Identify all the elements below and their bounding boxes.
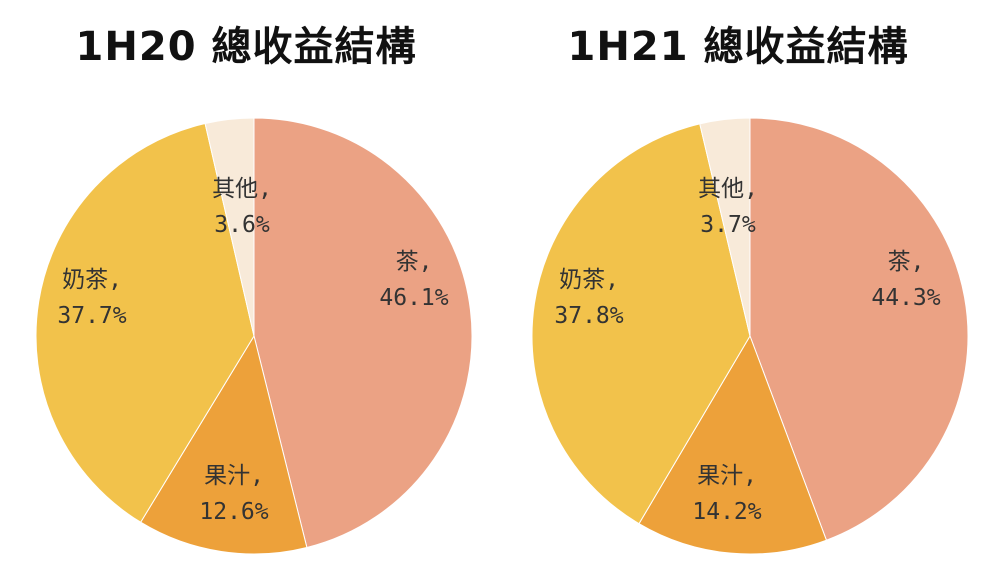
pie-chart-1h21: 1H21 總收益結構 茶, 44.3% 果汁, 14.2% 奶茶, 37.8% 其他, 3.7… [492, 0, 984, 576]
slice-category-label: 其他, [212, 176, 272, 202]
slice-category-label: 果汁, [204, 463, 264, 489]
slice-category-label: 果汁, [697, 463, 757, 489]
pie-svg: 茶, 44.3% 果汁, 14.2% 奶茶, 37.8% 其他, 3.7% [531, 117, 969, 555]
pie-slice-3 [204, 117, 255, 337]
pie-slice-3 [699, 117, 751, 337]
slice-category-label: 奶茶, [62, 267, 122, 293]
slice-value-label: 44.3% [871, 285, 940, 311]
pie-slice-2 [35, 122, 255, 523]
chart-title: 1H21 總收益結構 [567, 24, 909, 70]
chart-title: 1H20 總收益結構 [75, 24, 417, 70]
slice-category-label: 茶, [888, 249, 925, 275]
slice-category-label: 其他, [698, 176, 758, 202]
pie-slice-2 [531, 123, 751, 525]
slice-category-label: 奶茶, [559, 267, 619, 293]
slice-category-label: 茶, [396, 249, 433, 275]
slice-value-label: 12.6% [199, 499, 268, 525]
slice-value-label: 37.8% [554, 303, 623, 329]
pie-slice-1 [638, 334, 828, 555]
pie-slice-0 [749, 117, 969, 541]
pie-chart-1h20: 1H20 總收益結構 茶, 46.1% 果汁, 12.6% 奶茶, 37.7% 其他, 3.6… [35, 24, 473, 555]
slice-value-label: 46.1% [379, 285, 448, 311]
pie-svg: 茶, 46.1% 果汁, 12.6% 奶茶, 37.7% 其他, 3.6% [35, 117, 473, 555]
pie-slice-0 [253, 117, 473, 549]
pie-slice-1 [139, 334, 308, 555]
slice-value-label: 3.6% [214, 212, 270, 238]
slice-value-label: 3.7% [700, 212, 756, 238]
slice-value-label: 14.2% [692, 499, 761, 525]
slice-value-label: 37.7% [57, 303, 126, 329]
